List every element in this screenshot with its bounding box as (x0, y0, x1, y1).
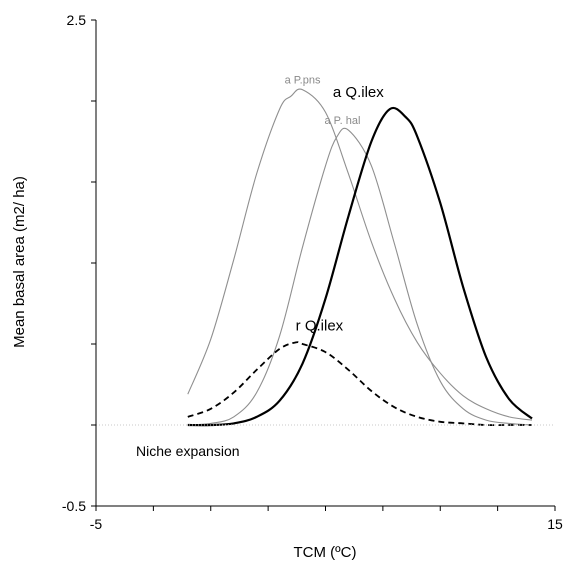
x-tick-label: 15 (547, 516, 563, 532)
annotation-r-q-ilex: r Q.ilex (296, 317, 344, 334)
series-line-a-p-pns (187, 88, 533, 421)
plot-lines-group (187, 88, 533, 427)
series-line-r-q-ilex (187, 341, 532, 427)
labels-group: Mean basal area (m2/ ha) TCM (ºC) a P.pn… (11, 75, 384, 561)
annotation-a-q-ilex: a Q.ilex (333, 84, 384, 101)
y-tick-label: 2.5 (67, 12, 87, 28)
axes-group: -0.5 2.5 -5 15 (62, 12, 563, 532)
series-line-a-q-ilex (187, 106, 533, 427)
annotation-niche-expansion: Niche expansion (136, 443, 240, 459)
y-axis-title: Mean basal area (m2/ ha) (11, 176, 28, 348)
annotation-a-p-pns: a P.pns (285, 75, 321, 87)
x-tick-label: -5 (90, 516, 103, 532)
x-axis-title: TCM (ºC) (294, 544, 357, 561)
series-line-a-p-hal (187, 127, 533, 426)
annotation-a-p-hal: a P. hal (325, 115, 361, 127)
y-tick-label: -0.5 (62, 498, 86, 514)
